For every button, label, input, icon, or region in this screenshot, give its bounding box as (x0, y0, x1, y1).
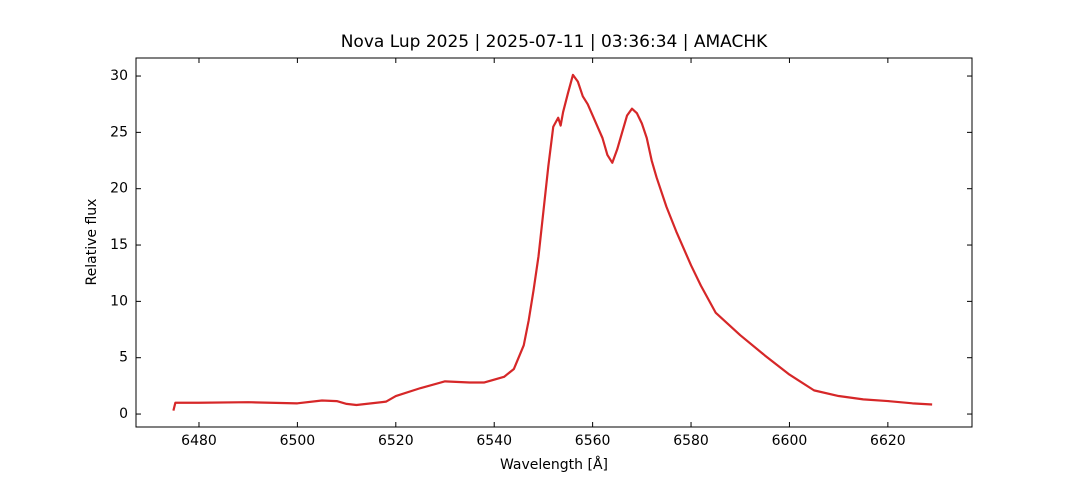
x-tick-label: 6600 (772, 433, 808, 449)
y-tick-label: 30 (110, 68, 128, 84)
x-tick-label: 6560 (575, 433, 611, 449)
x-tick-label: 6620 (870, 433, 906, 449)
y-tick-label: 20 (110, 181, 128, 197)
y-tick-label: 15 (110, 237, 128, 253)
y-tick-label: 10 (110, 293, 128, 309)
x-tick-label: 6580 (673, 433, 709, 449)
x-axis-label: Wavelength [Å] (500, 456, 608, 473)
x-tick-label: 6480 (181, 433, 217, 449)
spectrum-line (172, 73, 933, 411)
x-tick-label: 6540 (476, 433, 512, 449)
plot-area: 6480 6500 6520 6540 6560 6580 6600 6620 0 5 10 15 20… (110, 58, 972, 449)
plot-frame (135, 57, 973, 428)
x-tick-label: 6520 (378, 433, 414, 449)
y-axis-label: Relative flux (84, 199, 100, 286)
y-tick-label: 25 (110, 124, 128, 140)
y-tick-label: 0 (119, 406, 128, 422)
y-tick-label: 5 (119, 350, 128, 366)
chart-title: Nova Lup 2025 | 2025-07-11 | 03:36:34 | … (341, 32, 768, 52)
x-tick-label: 6500 (280, 433, 316, 449)
